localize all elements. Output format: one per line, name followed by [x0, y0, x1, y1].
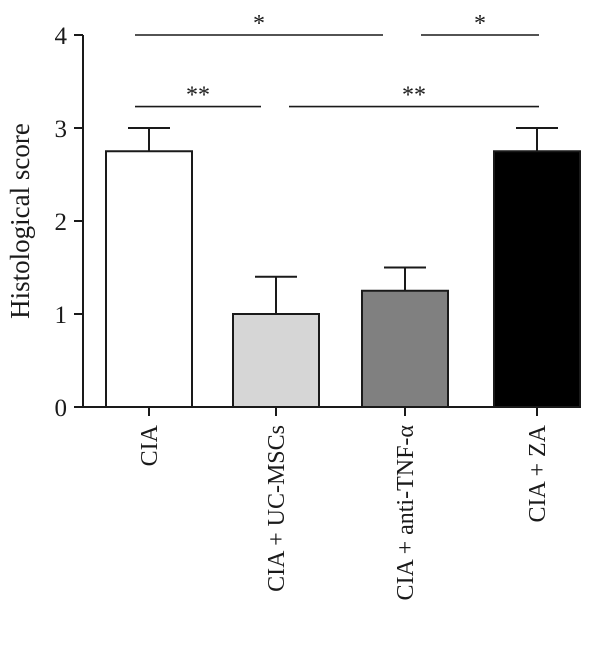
- y-tick-label: 3: [55, 116, 68, 143]
- y-tick-label: 0: [55, 395, 68, 422]
- category-label: CIA + ZA: [525, 424, 551, 522]
- bar: [105, 150, 193, 408]
- significance-label: **: [402, 83, 426, 109]
- category-label: CIA + anti-TNF-α: [393, 425, 419, 601]
- y-tick-label: 2: [55, 209, 68, 236]
- significance-label: **: [186, 83, 210, 109]
- y-tick-label: 1: [55, 302, 68, 329]
- bar: [493, 150, 581, 408]
- category-labels-layer: CIA CIA + UC-MSCs CIA + anti-TNF-α CIA + ZA: [137, 407, 551, 600]
- bar: [232, 313, 320, 408]
- significance-label: *: [253, 11, 265, 37]
- category-label: CIA + UC-MSCs: [264, 425, 290, 592]
- bar: [361, 289, 449, 408]
- significance-layer: * *** **: [135, 11, 539, 109]
- bars-layer: [105, 127, 581, 408]
- category-label: CIA: [137, 424, 163, 466]
- y-ticks-layer: 0 1 2 3 4: [55, 23, 83, 422]
- significance-label: *: [474, 11, 486, 37]
- y-axis-title: Histological score: [5, 123, 35, 319]
- y-tick-label: 4: [55, 23, 68, 50]
